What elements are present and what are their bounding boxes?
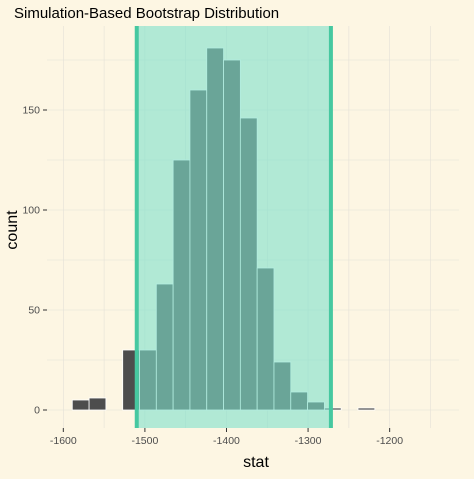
y-tick-label: 100 [22, 205, 40, 217]
x-tick-label: -1500 [131, 435, 158, 447]
histogram-bar [357, 407, 376, 411]
x-tick-label: -1400 [213, 435, 240, 447]
confidence-interval-shade [136, 26, 331, 428]
x-tick-label: -1600 [50, 435, 77, 447]
histogram-bar [71, 399, 90, 411]
y-tick-label: 50 [28, 305, 40, 317]
y-axis-label: count [4, 210, 21, 250]
x-axis-label: stat [243, 454, 269, 471]
x-tick-label: -1300 [295, 435, 322, 447]
plot-area: -1600 -1500 -1400 -1300 -1200 0 50 100 150 [22, 26, 459, 447]
chart-title: Simulation-Based Bootstrap Distribution [14, 5, 279, 22]
y-tick-label: 150 [22, 105, 40, 117]
x-tick-label: -1200 [376, 435, 403, 447]
y-tick-label: 0 [34, 405, 40, 417]
histogram-bar [88, 397, 107, 411]
